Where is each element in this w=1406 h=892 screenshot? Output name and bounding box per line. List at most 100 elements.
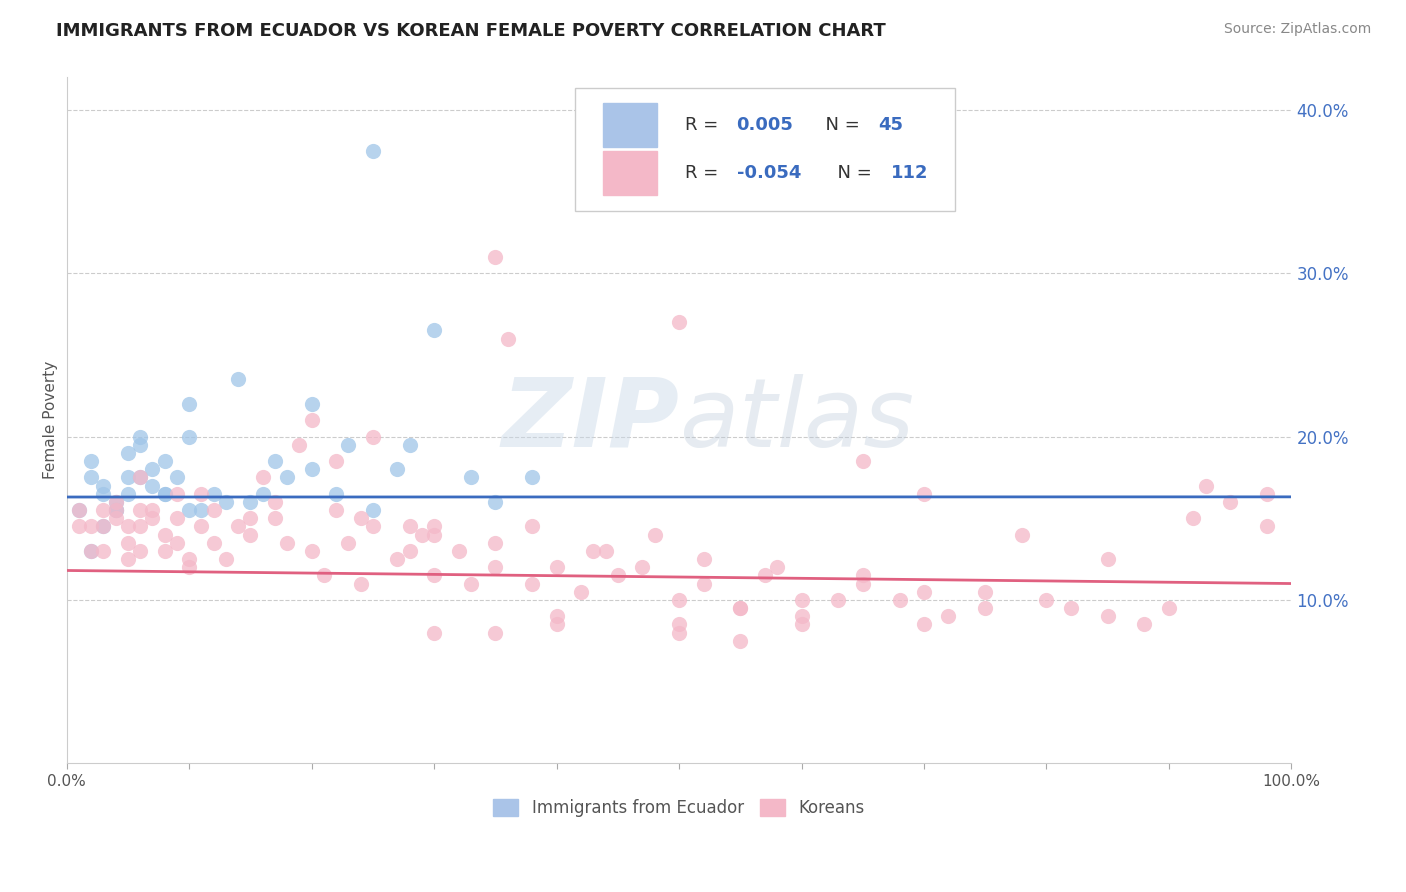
Point: [202, 503, 225, 517]
Point: [252, 487, 274, 501]
Point: [141, 503, 163, 517]
Point: [129, 544, 152, 558]
Point: [117, 519, 139, 533]
Point: [129, 470, 152, 484]
Point: [361, 144, 384, 158]
Text: R =: R =: [685, 164, 724, 183]
FancyBboxPatch shape: [603, 152, 657, 195]
Point: [80, 454, 103, 468]
Point: [301, 413, 323, 427]
Point: [166, 470, 188, 484]
Text: 45: 45: [879, 117, 904, 135]
Point: [827, 592, 849, 607]
Point: [104, 495, 127, 509]
Point: [484, 250, 506, 264]
Point: [1011, 527, 1033, 541]
Point: [889, 592, 911, 607]
Point: [668, 592, 690, 607]
Text: IMMIGRANTS FROM ECUADOR VS KOREAN FEMALE POVERTY CORRELATION CHART: IMMIGRANTS FROM ECUADOR VS KOREAN FEMALE…: [56, 22, 886, 40]
Point: [117, 446, 139, 460]
Point: [312, 568, 335, 582]
Point: [460, 470, 482, 484]
Point: [730, 633, 752, 648]
Point: [1097, 609, 1119, 624]
Point: [423, 625, 446, 640]
Point: [484, 495, 506, 509]
Text: Source: ZipAtlas.com: Source: ZipAtlas.com: [1223, 22, 1371, 37]
Point: [546, 617, 568, 632]
Point: [263, 495, 285, 509]
Point: [1035, 592, 1057, 607]
Point: [668, 617, 690, 632]
Point: [153, 487, 176, 501]
Y-axis label: Female Poverty: Female Poverty: [44, 361, 58, 479]
Point: [631, 560, 654, 574]
Point: [790, 617, 813, 632]
Point: [104, 503, 127, 517]
Point: [226, 372, 249, 386]
Point: [166, 487, 188, 501]
Point: [153, 544, 176, 558]
Point: [1097, 552, 1119, 566]
Point: [325, 503, 347, 517]
Point: [67, 503, 90, 517]
Point: [595, 544, 617, 558]
Point: [349, 576, 371, 591]
Point: [91, 478, 114, 492]
Point: [912, 584, 935, 599]
Point: [202, 535, 225, 549]
Text: N =: N =: [814, 117, 865, 135]
Point: [852, 454, 875, 468]
Point: [80, 544, 103, 558]
Text: R =: R =: [685, 117, 724, 135]
Point: [263, 511, 285, 525]
Point: [141, 511, 163, 525]
Point: [496, 332, 519, 346]
Point: [129, 429, 152, 443]
Point: [141, 478, 163, 492]
Point: [1256, 519, 1278, 533]
Point: [606, 568, 628, 582]
Point: [484, 625, 506, 640]
Point: [104, 511, 127, 525]
Point: [67, 503, 90, 517]
Text: ZIP: ZIP: [501, 374, 679, 467]
Point: [177, 397, 200, 411]
Point: [263, 454, 285, 468]
Point: [141, 462, 163, 476]
Point: [398, 544, 420, 558]
Point: [239, 495, 262, 509]
Point: [129, 519, 152, 533]
Point: [460, 576, 482, 591]
Point: [692, 576, 714, 591]
Point: [177, 429, 200, 443]
Point: [790, 609, 813, 624]
Point: [852, 568, 875, 582]
Point: [288, 438, 311, 452]
Point: [91, 519, 114, 533]
Point: [546, 609, 568, 624]
Point: [325, 487, 347, 501]
Point: [226, 519, 249, 533]
Point: [67, 519, 90, 533]
Point: [411, 527, 433, 541]
Point: [104, 495, 127, 509]
Point: [423, 527, 446, 541]
Point: [692, 552, 714, 566]
Point: [91, 487, 114, 501]
Point: [582, 544, 605, 558]
Point: [938, 609, 960, 624]
Point: [129, 503, 152, 517]
Point: [423, 568, 446, 582]
Point: [129, 470, 152, 484]
FancyBboxPatch shape: [603, 103, 657, 147]
Point: [790, 592, 813, 607]
Point: [1256, 487, 1278, 501]
Point: [852, 576, 875, 591]
Point: [1182, 511, 1205, 525]
Text: N =: N =: [825, 164, 877, 183]
FancyBboxPatch shape: [575, 87, 955, 211]
Text: 0.005: 0.005: [737, 117, 793, 135]
Point: [153, 454, 176, 468]
Point: [325, 454, 347, 468]
